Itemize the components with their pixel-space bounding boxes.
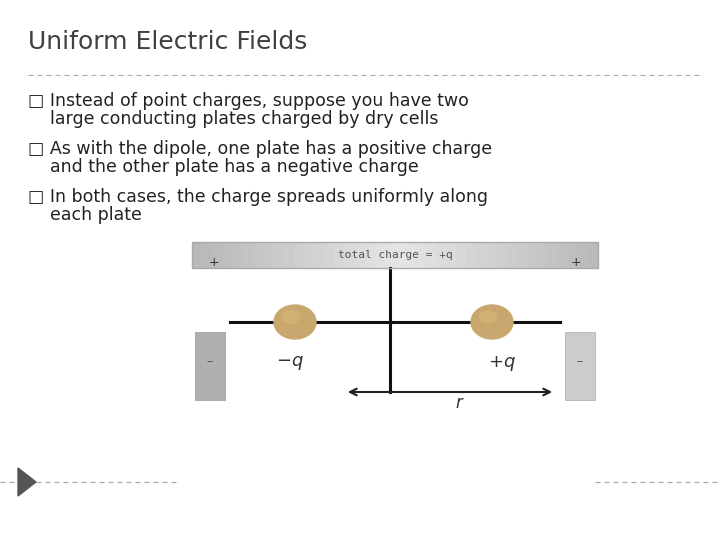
Bar	[507, 242, 517, 268]
Text: □ As with the dipole, one plate has a positive charge: □ As with the dipole, one plate has a po…	[28, 140, 492, 158]
Bar	[436, 242, 446, 268]
Bar	[324, 242, 334, 268]
Bar	[334, 242, 344, 268]
Bar	[577, 242, 588, 268]
Text: –: –	[577, 355, 583, 368]
Text: $-q$: $-q$	[276, 354, 304, 372]
Bar	[284, 242, 294, 268]
Bar	[456, 242, 466, 268]
Bar	[557, 242, 567, 268]
Bar	[294, 242, 304, 268]
Text: □ Instead of point charges, suppose you have two: □ Instead of point charges, suppose you …	[28, 92, 469, 110]
Text: +: +	[571, 256, 581, 269]
Bar	[354, 242, 364, 268]
Bar	[192, 242, 598, 268]
Bar	[212, 242, 222, 268]
Bar	[364, 242, 374, 268]
Bar	[344, 242, 354, 268]
Text: and the other plate has a negative charge: and the other plate has a negative charg…	[28, 158, 419, 176]
Bar	[243, 242, 253, 268]
Bar	[273, 242, 284, 268]
Bar	[222, 242, 233, 268]
Ellipse shape	[480, 311, 496, 323]
Text: total charge = +q: total charge = +q	[338, 250, 452, 260]
Text: +: +	[209, 256, 220, 269]
Bar	[385, 242, 395, 268]
Bar	[567, 242, 577, 268]
Bar	[466, 242, 476, 268]
Bar	[497, 242, 507, 268]
Text: large conducting plates charged by dry cells: large conducting plates charged by dry c…	[28, 110, 438, 128]
Text: –: –	[207, 355, 213, 368]
Text: $+q$: $+q$	[488, 354, 516, 373]
Text: □ In both cases, the charge spreads uniformly along: □ In both cases, the charge spreads unif…	[28, 188, 488, 206]
Bar	[588, 242, 598, 268]
Bar	[446, 242, 456, 268]
Bar	[304, 242, 314, 268]
Bar	[314, 242, 324, 268]
Text: each plate: each plate	[28, 206, 142, 224]
Bar	[253, 242, 263, 268]
Bar	[263, 242, 273, 268]
Bar	[527, 242, 537, 268]
Text: Uniform Electric Fields: Uniform Electric Fields	[28, 30, 307, 54]
Ellipse shape	[471, 305, 513, 339]
Bar	[202, 242, 212, 268]
Bar	[415, 242, 426, 268]
Bar	[195, 332, 225, 400]
Bar	[405, 242, 415, 268]
Bar	[374, 242, 385, 268]
Bar	[486, 242, 497, 268]
Text: $r$: $r$	[455, 394, 465, 412]
Bar	[565, 332, 595, 400]
Bar	[476, 242, 486, 268]
Bar	[517, 242, 527, 268]
Ellipse shape	[274, 305, 316, 339]
Polygon shape	[18, 468, 36, 496]
Bar	[547, 242, 557, 268]
Bar	[192, 242, 202, 268]
Ellipse shape	[283, 311, 300, 323]
Bar	[426, 242, 436, 268]
Bar	[395, 242, 405, 268]
Bar	[233, 242, 243, 268]
Bar	[537, 242, 547, 268]
